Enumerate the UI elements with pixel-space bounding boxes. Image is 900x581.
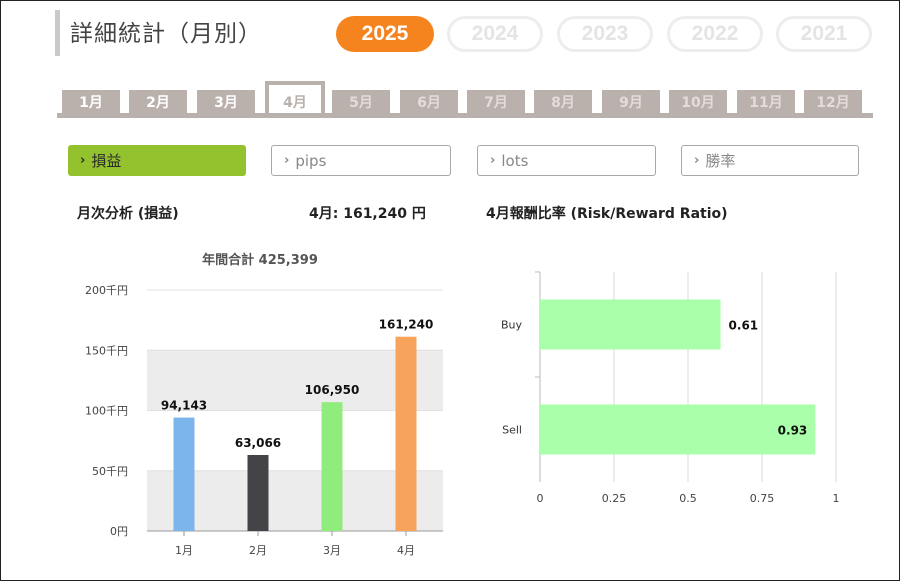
x-tick-label: 0.25: [602, 492, 627, 505]
y-tick-label: 100千円: [85, 405, 128, 418]
bar-3月[interactable]: [321, 402, 343, 531]
bar-data-label: 94,143: [161, 399, 207, 413]
month-tab-10[interactable]: 10月: [669, 90, 727, 114]
year-2023-button[interactable]: 2023: [557, 16, 653, 52]
x-tick-label: 2月: [249, 544, 267, 557]
month-tab-1[interactable]: 1月: [62, 90, 120, 114]
month-tab-3[interactable]: 3月: [197, 90, 255, 114]
chevron-right-icon: ›: [490, 153, 496, 168]
title-accent-bar: [55, 10, 60, 56]
y-tick-label: 150千円: [85, 344, 128, 357]
bar-data-label: 106,950: [305, 383, 360, 397]
monthly-pnl-chart: 0円 50千円 100千円 150千円 200千円 年間合計 425,399 94,143 1…: [85, 252, 443, 557]
month-tab-4[interactable]: 4月: [265, 81, 325, 118]
month-tab-6[interactable]: 6月: [400, 90, 458, 114]
month-tab-8[interactable]: 8月: [534, 90, 592, 114]
bar-2月[interactable]: [247, 455, 269, 531]
x-tick-label: 1月: [175, 544, 193, 557]
chart-title: 年間合計 425,399: [202, 252, 318, 268]
filter-label: 勝率: [705, 152, 736, 170]
month-tab-9[interactable]: 9月: [602, 90, 660, 114]
chevron-right-icon: ›: [694, 153, 700, 168]
grid-band: [147, 350, 443, 411]
bar-1月[interactable]: [173, 417, 195, 531]
risk-reward-chart: 0 0.25 0.5 0.75 1 Buy 0.61 Sell 0.93: [501, 271, 840, 505]
x-tick-label: 3月: [323, 544, 341, 557]
year-2025-button[interactable]: 2025: [336, 16, 434, 52]
month-tab-2[interactable]: 2月: [129, 90, 187, 114]
filter-1-button[interactable]: › 損益: [68, 145, 246, 176]
month-tabs-underline: [57, 113, 873, 118]
month-tab-12[interactable]: 12月: [804, 90, 862, 114]
year-2021-button[interactable]: 2021: [776, 16, 872, 52]
y-tick-label: 0円: [110, 525, 128, 538]
filter-label: lots: [501, 151, 529, 170]
chevron-right-icon: ›: [284, 153, 290, 168]
bar-data-label: 63,066: [235, 436, 281, 450]
filter-label: pips: [295, 151, 327, 170]
rr-bar-Sell[interactable]: [540, 404, 816, 455]
x-tick-label: 0.5: [679, 492, 697, 505]
bar-data-label: 0.93: [778, 424, 808, 438]
monthly-analysis-heading: 月次分析 (損益): [77, 206, 179, 222]
filter-label: 損益: [91, 152, 122, 170]
month-tab-11[interactable]: 11月: [737, 90, 795, 114]
chevron-right-icon: ›: [80, 153, 86, 168]
month-tab-7[interactable]: 7月: [467, 90, 525, 114]
bar-data-label: 161,240: [379, 318, 434, 332]
x-tick-label: 0: [537, 492, 544, 505]
y-tick-label: 50千円: [92, 465, 128, 478]
y-tick-label: Buy: [501, 319, 523, 332]
month-total-label: 4月: 161,240 円: [309, 206, 426, 222]
filter-3-button[interactable]: › lots: [477, 145, 656, 176]
x-tick-label: 4月: [397, 544, 415, 557]
x-tick-label: 1: [833, 492, 840, 505]
month-tab-5[interactable]: 5月: [332, 90, 390, 114]
rr-bar-Buy[interactable]: [540, 299, 721, 350]
year-2024-button[interactable]: 2024: [447, 16, 543, 52]
bar-data-label: 0.61: [729, 319, 759, 333]
bar-4月[interactable]: [395, 336, 417, 531]
risk-reward-heading: 4月報酬比率 (Risk/Reward Ratio): [486, 206, 728, 222]
grid-band: [147, 470, 443, 531]
y-tick-label: Sell: [502, 424, 522, 437]
filter-4-button[interactable]: › 勝率: [681, 145, 859, 176]
page-title: 詳細統計（月別）: [70, 21, 262, 47]
year-2022-button[interactable]: 2022: [667, 16, 763, 52]
x-tick-label: 0.75: [750, 492, 775, 505]
filter-2-button[interactable]: › pips: [271, 145, 451, 176]
y-tick-label: 200千円: [85, 284, 128, 297]
